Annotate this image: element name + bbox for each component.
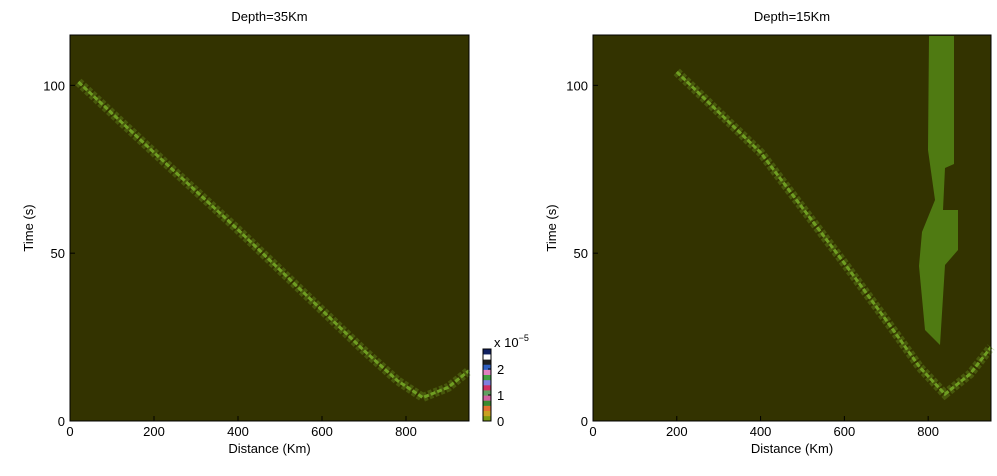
trace <box>77 80 470 400</box>
x-axis-label: Distance (Km) <box>228 441 310 456</box>
trace <box>675 70 993 397</box>
colorbar-tick-label: 0 <box>497 414 504 429</box>
green-region <box>919 36 958 345</box>
x-tick-label: 400 <box>750 424 772 439</box>
y-tick-label: 50 <box>574 246 588 261</box>
colorbar-stripe <box>483 410 491 417</box>
y-tick-label: 0 <box>581 414 588 429</box>
colorbar-stripe <box>483 369 491 376</box>
y-axis-label: Time (s) <box>544 204 559 251</box>
colorbar-tick-label: 1 <box>497 388 504 403</box>
x-tick-label: 0 <box>589 424 596 439</box>
colorbar-stripe <box>483 349 491 355</box>
colorbar-stripe <box>483 359 491 365</box>
colorbar-stripe <box>483 385 491 391</box>
x-axis-label: Distance (Km) <box>751 441 833 456</box>
x-tick-label: 200 <box>143 424 165 439</box>
colorbar-stripe <box>483 390 491 396</box>
x-tick-label: 0 <box>66 424 73 439</box>
x-tick-label: 600 <box>311 424 333 439</box>
x-tick-label: 600 <box>834 424 856 439</box>
colorbar-stripe <box>483 400 491 406</box>
y-tick-label: 50 <box>51 246 65 261</box>
colorbar-label-base: x 10 <box>494 335 519 350</box>
y-axis-label: Time (s) <box>21 204 36 251</box>
colorbar-stripe <box>483 405 491 412</box>
colorbar-stripe <box>483 354 491 360</box>
plot-background <box>70 35 469 421</box>
x-tick-label: 200 <box>666 424 688 439</box>
colorbar-exponent: −5 <box>519 333 529 343</box>
chart-title: Depth=35Km <box>231 9 307 24</box>
x-tick-label: 800 <box>917 424 939 439</box>
x-tick-label: 400 <box>227 424 249 439</box>
y-tick-label: 0 <box>58 414 65 429</box>
y-tick-label: 100 <box>566 78 588 93</box>
colorbar-tick-label: 2 <box>497 362 504 377</box>
x-tick-label: 800 <box>395 424 417 439</box>
colorbar-stripe <box>483 415 491 422</box>
chart-title: Depth=15Km <box>754 9 830 24</box>
colorbar-stripe <box>483 374 491 381</box>
plot-frame <box>592 34 992 422</box>
colorbar-stripe <box>483 364 491 370</box>
colorbar-stripe <box>483 395 491 401</box>
y-tick-label: 100 <box>43 78 65 93</box>
colorbar-frame <box>482 348 492 422</box>
colorbar-stripe <box>483 379 491 386</box>
plot-frame <box>69 34 470 422</box>
colorbar-label: x 10−5 <box>494 333 529 350</box>
